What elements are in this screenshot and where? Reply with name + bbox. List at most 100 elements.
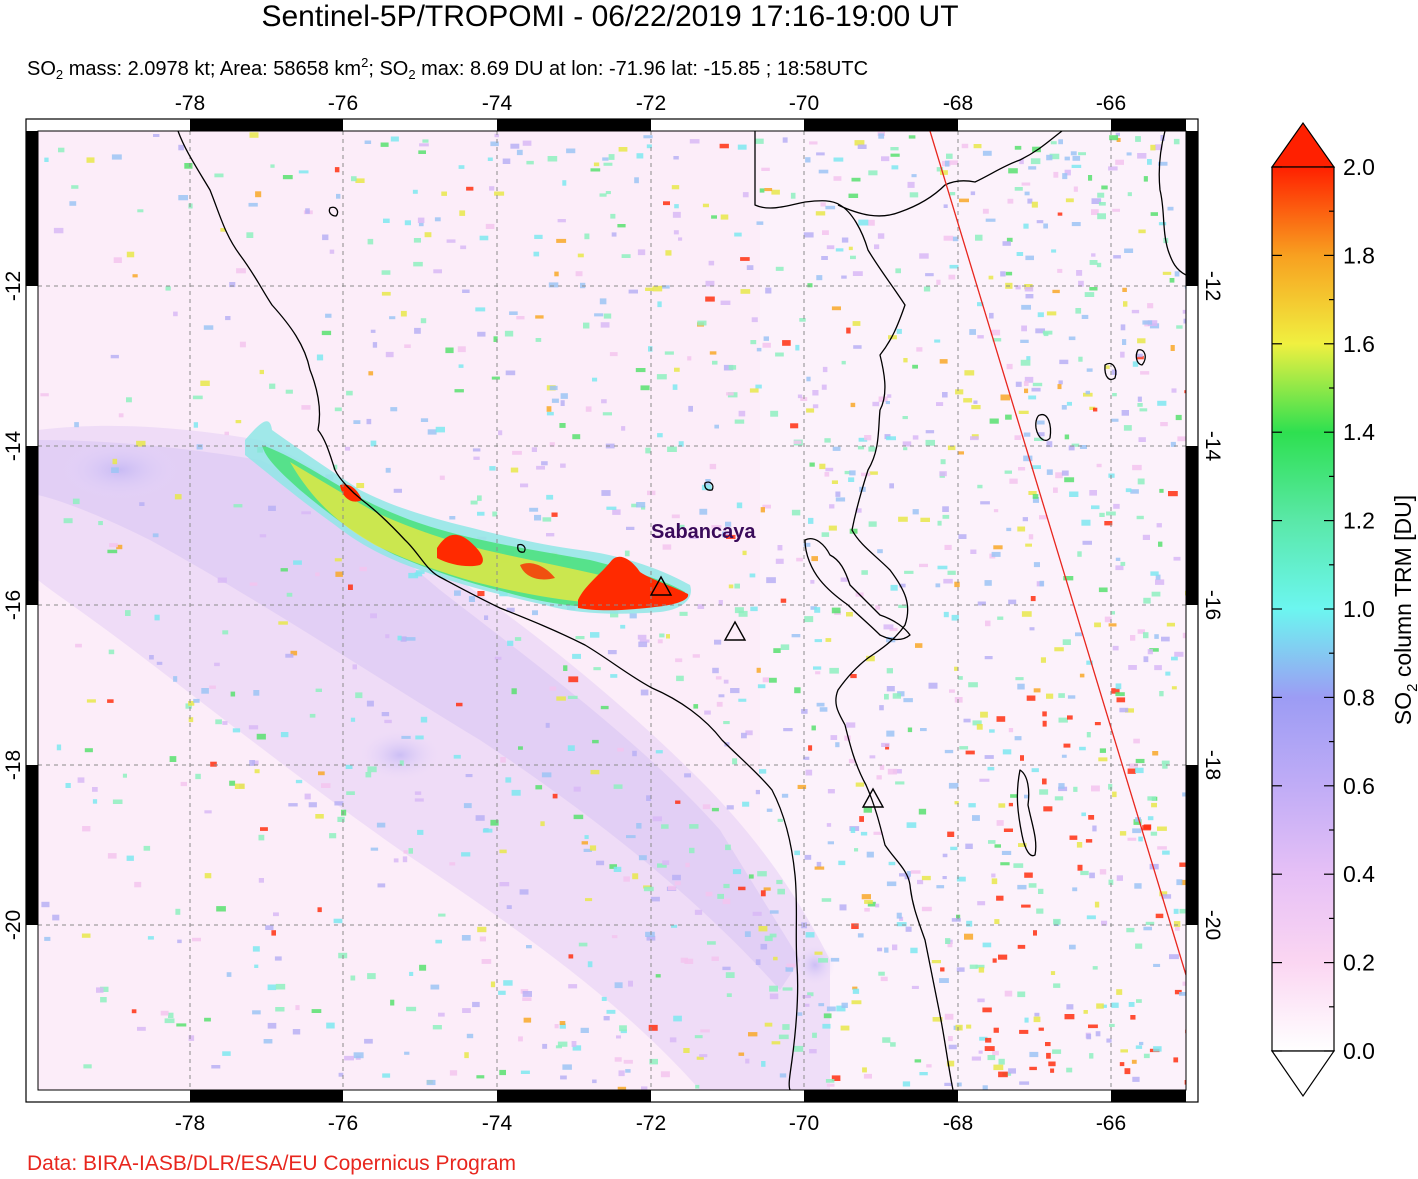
noise-pixel bbox=[628, 289, 638, 294]
noise-pixel bbox=[985, 218, 996, 222]
noise-pixel bbox=[585, 898, 593, 902]
noise-pixel bbox=[556, 238, 567, 243]
frame-bar bbox=[26, 446, 38, 605]
border-bolivia-brazil-north bbox=[837, 131, 1063, 217]
noise-pixel bbox=[886, 668, 893, 674]
noise-pixel bbox=[982, 1007, 992, 1013]
noise-pixel bbox=[193, 698, 200, 703]
noise-pixel bbox=[72, 498, 80, 505]
noise-pixel bbox=[693, 704, 699, 709]
noise-pixel bbox=[1135, 767, 1144, 774]
noise-pixel bbox=[602, 412, 612, 416]
noise-pixel bbox=[1064, 156, 1070, 161]
noise-pixel bbox=[1125, 488, 1132, 493]
noise-pixel bbox=[1058, 693, 1065, 698]
noise-pixel bbox=[944, 544, 952, 550]
noise-pixel bbox=[599, 193, 607, 197]
noise-pixel bbox=[888, 861, 896, 866]
noise-pixel bbox=[702, 203, 709, 208]
noise-pixel bbox=[964, 933, 974, 940]
noise-pixel bbox=[546, 411, 554, 416]
noise-pixel bbox=[111, 154, 122, 160]
noise-pixel bbox=[635, 368, 646, 373]
noise-pixel bbox=[779, 1073, 787, 1078]
noise-pixel bbox=[1042, 711, 1047, 717]
noise-pixel bbox=[1130, 1015, 1136, 1020]
noise-pixel bbox=[96, 987, 104, 993]
noise-pixel bbox=[822, 366, 828, 373]
noise-pixel bbox=[626, 835, 636, 839]
noise-pixel bbox=[665, 250, 672, 256]
noise-pixel bbox=[195, 773, 201, 780]
lon-label: -68 bbox=[943, 92, 973, 115]
noise-pixel bbox=[534, 234, 543, 239]
noise-pixel bbox=[568, 984, 578, 989]
noise-pixel bbox=[886, 881, 897, 887]
lat-label: -12 bbox=[2, 271, 25, 301]
noise-pixel bbox=[259, 534, 267, 538]
noise-pixel bbox=[364, 140, 372, 144]
noise-pixel bbox=[763, 887, 771, 891]
noise-pixel bbox=[1136, 515, 1144, 520]
noise-pixel bbox=[1132, 361, 1139, 367]
noise-pixel bbox=[907, 181, 915, 188]
noise-pixel bbox=[714, 639, 722, 645]
noise-pixel bbox=[173, 311, 178, 317]
noise-pixel bbox=[814, 951, 823, 955]
noise-pixel bbox=[180, 781, 187, 787]
noise-pixel bbox=[825, 1079, 835, 1083]
noise-pixel bbox=[619, 1025, 627, 1032]
noise-pixel bbox=[1043, 806, 1053, 812]
noise-pixel bbox=[969, 964, 978, 969]
noise-pixel bbox=[868, 170, 878, 176]
noise-pixel bbox=[56, 744, 62, 751]
noise-pixel bbox=[229, 780, 236, 786]
noise-pixel bbox=[220, 228, 226, 232]
noise-pixel bbox=[659, 633, 665, 638]
noise-pixel bbox=[613, 784, 623, 789]
noise-pixel bbox=[1070, 151, 1077, 156]
noise-pixel bbox=[1153, 1046, 1162, 1052]
colorbar-tick-label: 0.0 bbox=[1343, 1038, 1375, 1064]
plume-red-core bbox=[340, 484, 362, 502]
noise-pixel bbox=[393, 858, 399, 863]
noise-pixel bbox=[672, 874, 681, 881]
noise-pixel bbox=[678, 441, 684, 447]
noise-pixel bbox=[1089, 406, 1096, 410]
colorbar-tick-label: 0.6 bbox=[1343, 773, 1375, 799]
noise-pixel bbox=[1053, 918, 1061, 925]
noise-pixel bbox=[943, 611, 949, 618]
noise-pixel bbox=[116, 544, 123, 550]
noise-pixel bbox=[975, 234, 983, 241]
noise-pixel bbox=[414, 791, 422, 795]
noise-pixel bbox=[1020, 339, 1029, 343]
noise-pixel bbox=[1157, 846, 1167, 850]
noise-pixel bbox=[725, 972, 735, 978]
noise-pixel bbox=[563, 665, 568, 671]
noise-pixel bbox=[1052, 289, 1060, 294]
noise-pixel bbox=[1053, 487, 1058, 493]
noise-pixel bbox=[137, 1026, 146, 1031]
noise-pixel bbox=[673, 156, 679, 160]
noise-pixel bbox=[775, 352, 784, 357]
noise-pixel bbox=[321, 783, 331, 788]
noise-pixel bbox=[905, 926, 912, 932]
noise-pixel bbox=[479, 936, 486, 942]
noise-pixel bbox=[748, 874, 754, 879]
noise-pixel bbox=[487, 157, 493, 161]
colorbar-title: SO2 column TRM [DU] bbox=[1390, 495, 1418, 725]
noise-pixel bbox=[1105, 365, 1110, 369]
noise-pixel bbox=[1071, 164, 1082, 168]
noise-pixel bbox=[185, 703, 192, 709]
noise-pixel bbox=[1135, 1045, 1143, 1049]
noise-pixel bbox=[891, 165, 899, 170]
noise-pixel bbox=[1112, 393, 1117, 397]
noise-pixel bbox=[1150, 212, 1158, 216]
noise-pixel bbox=[740, 257, 750, 261]
noise-pixel bbox=[725, 844, 731, 851]
noise-pixel bbox=[782, 987, 793, 991]
noise-pixel bbox=[931, 960, 941, 964]
noise-pixel bbox=[1089, 287, 1098, 291]
noise-pixel bbox=[1115, 565, 1124, 571]
noise-pixel bbox=[881, 742, 890, 747]
